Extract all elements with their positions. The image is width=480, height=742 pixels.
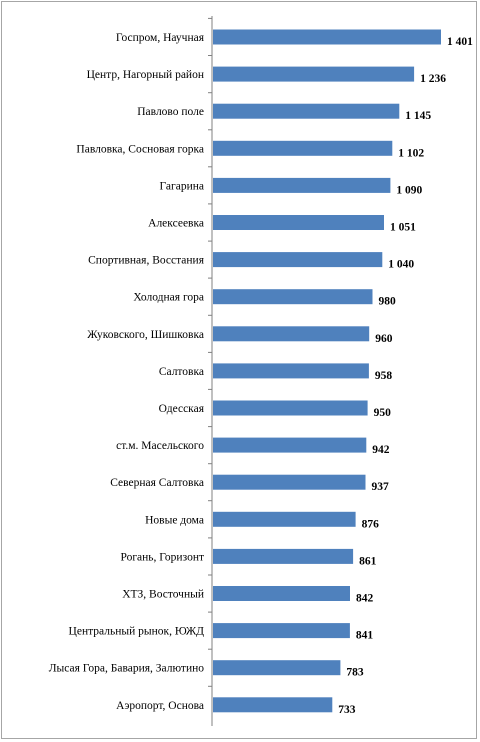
bar-4 <box>213 177 391 193</box>
bar-5 <box>213 215 384 230</box>
value-label-0: 1 401 <box>447 36 473 48</box>
bar-3 <box>213 140 393 156</box>
category-label-8: Жуковского, Шишковка <box>87 329 204 341</box>
bar-7 <box>213 289 373 305</box>
category-label-16: Центральный рынок, ЮЖД <box>69 626 205 638</box>
value-label-12: 937 <box>372 481 390 493</box>
value-label-1: 1 236 <box>420 73 446 85</box>
category-label-5: Алексеевка <box>148 218 204 230</box>
value-label-4: 1 090 <box>396 184 422 196</box>
value-label-16: 841 <box>356 630 374 642</box>
value-label-5: 1 051 <box>390 222 416 234</box>
category-label-14: Рогань, Горизонт <box>120 551 204 563</box>
bar-18 <box>213 697 333 713</box>
category-label-9: Салтовка <box>159 366 204 378</box>
bar-14 <box>213 548 354 564</box>
category-label-17: Лысая Гора, Бавария, Залютино <box>49 663 205 675</box>
value-label-8: 960 <box>375 333 393 345</box>
bar-6 <box>213 252 383 268</box>
value-label-17: 783 <box>346 667 364 679</box>
value-label-10: 950 <box>374 407 392 419</box>
bar-11 <box>213 437 367 453</box>
category-label-4: Гагарина <box>160 180 204 192</box>
bar-17 <box>213 660 341 676</box>
value-label-6: 1 040 <box>388 259 414 271</box>
category-label-1: Центр, Нагорный район <box>87 69 204 81</box>
bars-layer <box>213 29 441 713</box>
category-label-0: Госпром, Научная <box>116 32 205 44</box>
category-label-18: Аэропорт, Основа <box>116 700 204 712</box>
bar-10 <box>213 400 368 416</box>
category-label-13: Новые дома <box>145 514 204 526</box>
bar-16 <box>213 623 350 639</box>
value-label-13: 876 <box>362 518 380 530</box>
value-label-14: 861 <box>359 555 377 567</box>
value-label-15: 842 <box>356 593 374 605</box>
category-label-2: Павлово поле <box>137 106 204 118</box>
value-label-9: 958 <box>375 370 393 382</box>
labels-layer: Госпром, Научная 1 401 Центр, Нагорный рай… <box>49 17 473 716</box>
value-label-11: 942 <box>372 444 390 456</box>
category-label-15: ХТЗ, Восточный <box>122 589 204 601</box>
category-label-3: Павловка, Сосновая горка <box>76 143 204 155</box>
bar-9 <box>213 363 369 379</box>
value-label-3: 1 102 <box>398 147 424 159</box>
value-label-2: 1 145 <box>405 110 431 122</box>
bar-1 <box>213 66 415 82</box>
value-label-7: 980 <box>379 296 397 308</box>
category-label-10: Одесская <box>159 403 205 415</box>
bar-0 <box>213 29 441 45</box>
bar-13 <box>213 511 356 527</box>
bar-15 <box>213 586 350 601</box>
category-label-12: Северная Салтовка <box>110 477 204 489</box>
bar-2 <box>213 103 400 119</box>
category-label-11: ст.м. Масельского <box>116 440 204 452</box>
category-label-7: Холодная гора <box>133 292 204 304</box>
bar-8 <box>213 326 370 342</box>
category-label-6: Спортивная, Восстания <box>88 255 205 267</box>
bar-12 <box>213 474 366 490</box>
value-label-18: 733 <box>338 704 356 716</box>
